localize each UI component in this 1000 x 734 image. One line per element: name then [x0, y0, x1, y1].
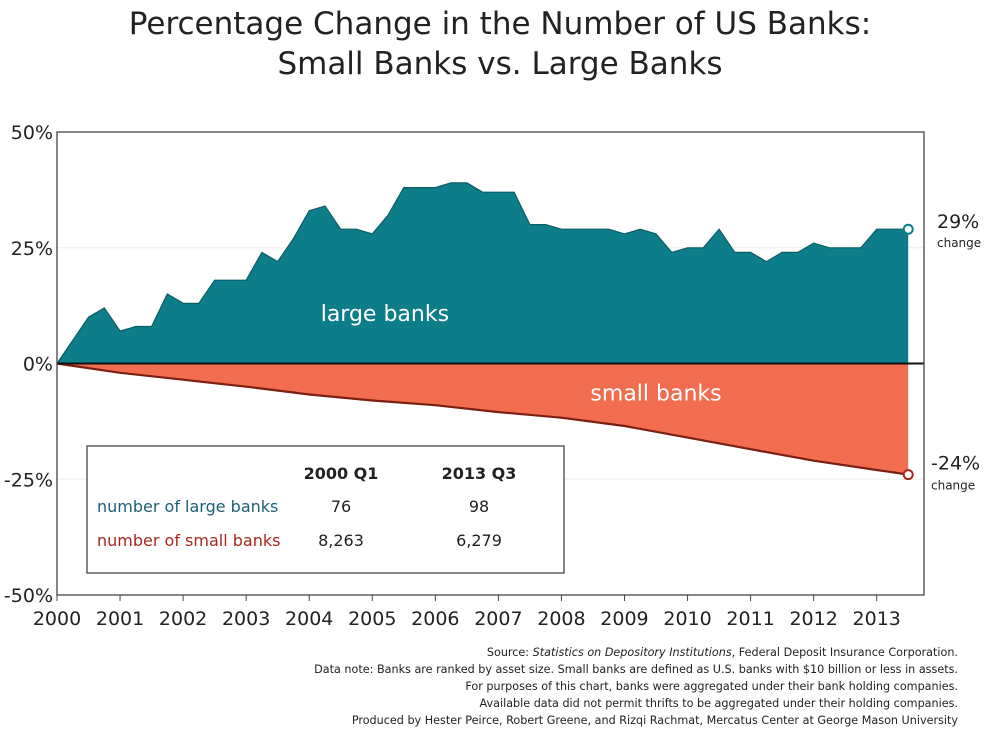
- large-banks-end-marker: [902, 223, 914, 235]
- x-tick-label: 2003: [222, 608, 270, 630]
- large-banks-end-sub: change: [937, 236, 981, 250]
- x-tick-label: 2010: [663, 608, 711, 630]
- small-banks-end-value: -24%: [931, 453, 980, 475]
- x-tick-label: 2007: [474, 608, 522, 630]
- y-tick-label: -50%: [4, 585, 53, 607]
- large-banks-end-value: 29%: [937, 211, 979, 233]
- large-banks-area-label: large banks: [321, 302, 449, 327]
- table-col-header: 2013 Q3: [442, 464, 517, 483]
- large-banks-area: [57, 182, 909, 364]
- y-tick-label: 25%: [11, 238, 53, 260]
- aggregation-note: For purposes of this chart, banks were a…: [465, 680, 958, 693]
- source-suffix: , Federal Deposit Insurance Corporation.: [731, 646, 958, 659]
- small-banks-end-sub: change: [931, 479, 975, 493]
- x-tick-label: 2011: [726, 608, 774, 630]
- y-tick-label: -25%: [4, 469, 53, 491]
- small-banks-line: [56, 362, 909, 476]
- plot-frame: [56, 131, 925, 596]
- x-tick-label: 2000: [33, 608, 81, 630]
- small-banks-area: [57, 363, 909, 475]
- x-tick-label: 2013: [853, 608, 901, 630]
- x-tick-label: 2001: [96, 608, 144, 630]
- y-tick-label: 0%: [23, 354, 53, 376]
- x-tick-label: 2012: [789, 608, 837, 630]
- data-note: Data note: Banks are ranked by asset siz…: [314, 663, 958, 676]
- x-tick-label: 2004: [285, 608, 333, 630]
- source-title: Statistics on Depository Institutions: [532, 646, 732, 659]
- chart-title-line-1: Percentage Change in the Number of US Ba…: [128, 6, 872, 42]
- y-tick-label: 50%: [11, 122, 53, 144]
- small-banks-end-marker: [902, 469, 914, 481]
- table-row-label: number of small banks: [97, 531, 280, 550]
- x-tick-label: 2002: [159, 608, 207, 630]
- source-prefix: Source:: [486, 646, 533, 659]
- thrift-note: Available data did not permit thrifts to…: [479, 697, 959, 710]
- x-tick-label: 2008: [537, 608, 585, 630]
- table-cell: 6,279: [456, 531, 502, 550]
- table-cell: 76: [331, 497, 351, 516]
- table-row-label: number of large banks: [97, 497, 278, 516]
- x-tick-label: 2006: [411, 608, 459, 630]
- table-col-header: 2000 Q1: [304, 464, 379, 483]
- x-tick-label: 2009: [600, 608, 648, 630]
- x-tick-label: 2005: [348, 608, 396, 630]
- source-note: Source: Statistics on Depository Institu…: [487, 646, 958, 659]
- data-table-box: [86, 445, 565, 574]
- chart-title-line-2: Small Banks vs. Large Banks: [277, 46, 723, 82]
- table-cell: 98: [469, 497, 489, 516]
- table-cell: 8,263: [318, 531, 364, 550]
- large-banks-line: [56, 182, 909, 364]
- credits-note: Produced by Hester Peirce, Robert Greene…: [351, 714, 958, 727]
- small-banks-area-label: small banks: [590, 382, 721, 407]
